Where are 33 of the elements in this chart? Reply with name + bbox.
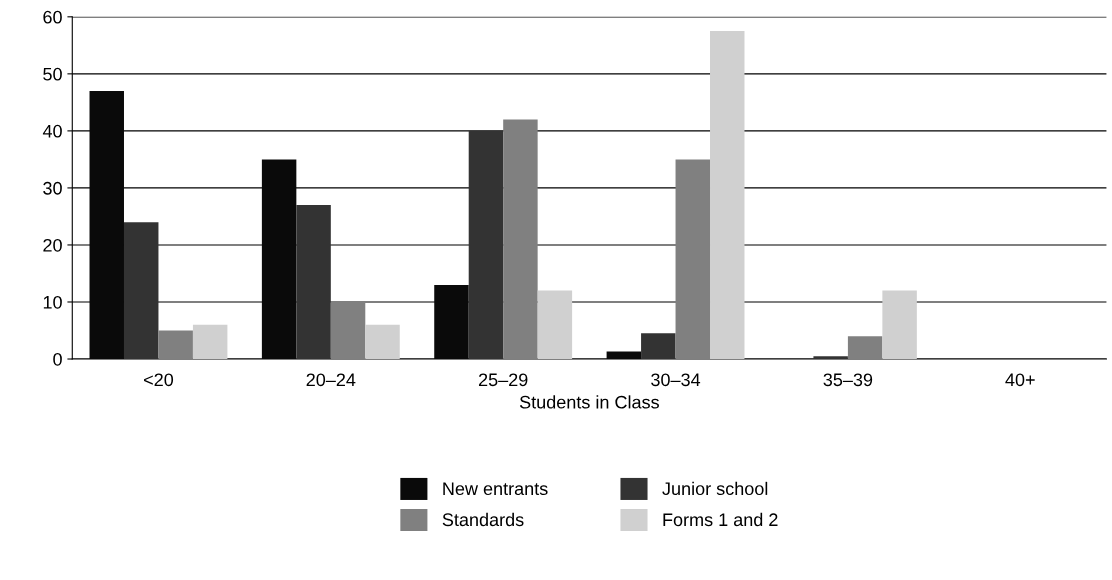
- bar: [847, 336, 883, 360]
- bar: [123, 222, 159, 360]
- bar: [710, 31, 745, 360]
- y-tick-label: 0: [53, 352, 62, 366]
- y-tick-label: 40: [42, 124, 62, 138]
- bar: [813, 356, 848, 360]
- x-tick-label: 40+: [1005, 373, 1035, 387]
- bar: [365, 324, 400, 360]
- x-tick-label: 35–39: [823, 373, 873, 387]
- legend-label: Standards: [442, 512, 524, 527]
- bar: [675, 159, 711, 360]
- bar: [330, 301, 366, 360]
- bar: [158, 330, 193, 360]
- bar: [503, 119, 538, 360]
- x-tick-label: 30–34: [651, 373, 701, 387]
- legend-label: Forms 1 and 2: [663, 512, 778, 527]
- x-tick-label: <20: [144, 373, 174, 387]
- legend-label: New entrants: [443, 482, 548, 496]
- y-tick-label: 10: [43, 295, 62, 309]
- x-axis-title: Students in Class: [519, 395, 659, 409]
- y-tick-label: 20: [43, 238, 62, 252]
- bar: [882, 290, 917, 360]
- bar: [192, 324, 228, 360]
- x-tick-label: 20–24: [306, 373, 356, 387]
- legend-label: Junior school: [662, 481, 768, 496]
- y-tick-label: 50: [43, 67, 62, 81]
- bar: [468, 130, 504, 360]
- y-tick-label: 60: [43, 10, 62, 24]
- bar: [641, 333, 676, 360]
- bar: [537, 290, 573, 360]
- bar: [296, 205, 331, 360]
- x-tick-label: 25–29: [478, 373, 528, 387]
- y-tick-label: 30: [43, 181, 62, 195]
